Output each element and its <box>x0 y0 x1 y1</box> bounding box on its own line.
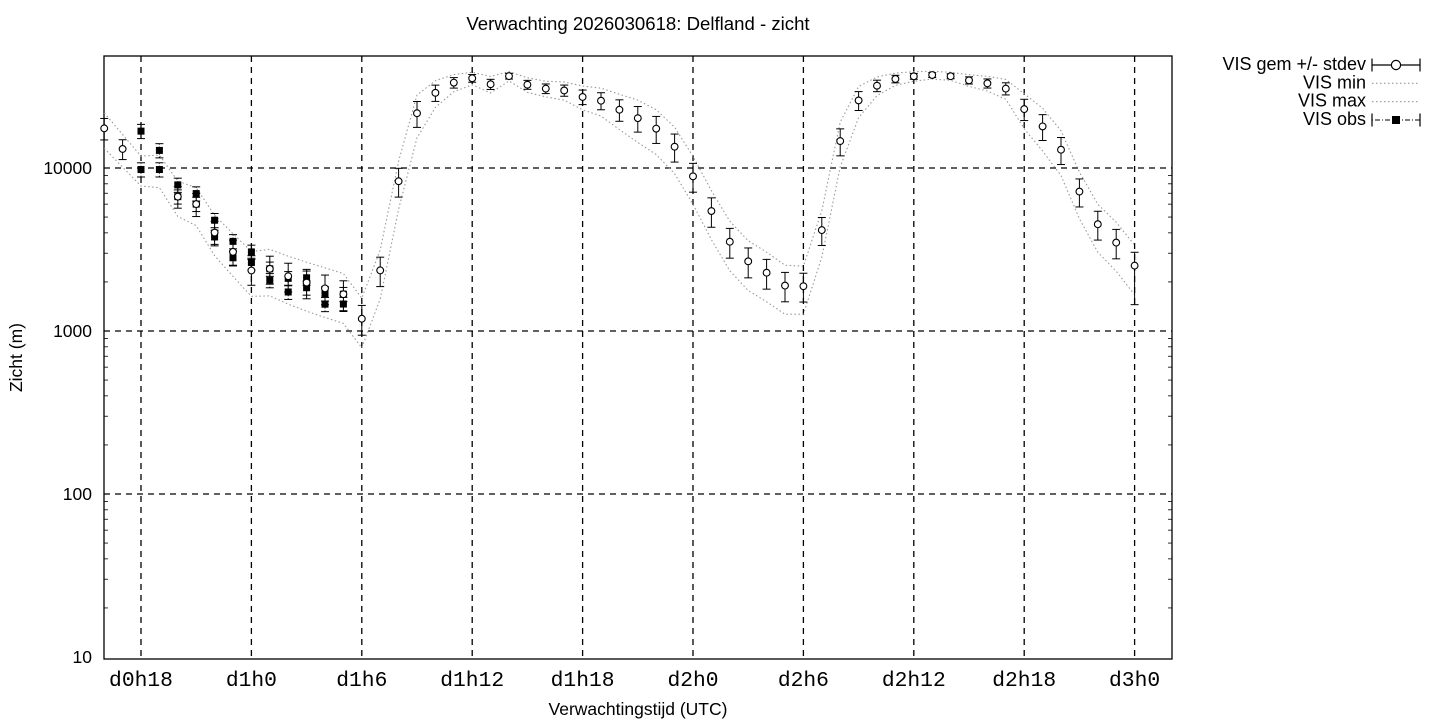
svg-text:d2h18: d2h18 <box>992 669 1056 693</box>
svg-text:d1h6: d1h6 <box>336 669 387 693</box>
svg-text:100: 100 <box>63 484 92 504</box>
svg-text:10: 10 <box>73 647 93 667</box>
svg-text:d0h18: d0h18 <box>109 669 173 693</box>
svg-text:VIS gem +/- stdev: VIS gem +/- stdev <box>1222 54 1366 74</box>
svg-text:d2h0: d2h0 <box>667 669 718 693</box>
svg-text:Verwachting 2026030618: Delfla: Verwachting 2026030618: Delfland - zicht <box>466 13 810 34</box>
svg-text:VIS min: VIS min <box>1303 72 1366 92</box>
svg-text:d1h12: d1h12 <box>440 669 504 693</box>
svg-text:d2h12: d2h12 <box>882 669 946 693</box>
svg-text:d2h6: d2h6 <box>778 669 829 693</box>
svg-text:1000: 1000 <box>53 321 92 341</box>
svg-text:VIS max: VIS max <box>1298 91 1366 111</box>
svg-text:10000: 10000 <box>43 158 92 178</box>
svg-text:Zicht (m): Zicht (m) <box>6 323 26 392</box>
svg-text:VIS obs: VIS obs <box>1303 109 1366 129</box>
svg-text:d3h0: d3h0 <box>1109 669 1160 693</box>
svg-text:d1h0: d1h0 <box>226 669 277 693</box>
svg-text:Verwachtingstijd (UTC): Verwachtingstijd (UTC) <box>549 699 728 719</box>
svg-text:d1h18: d1h18 <box>551 669 615 693</box>
